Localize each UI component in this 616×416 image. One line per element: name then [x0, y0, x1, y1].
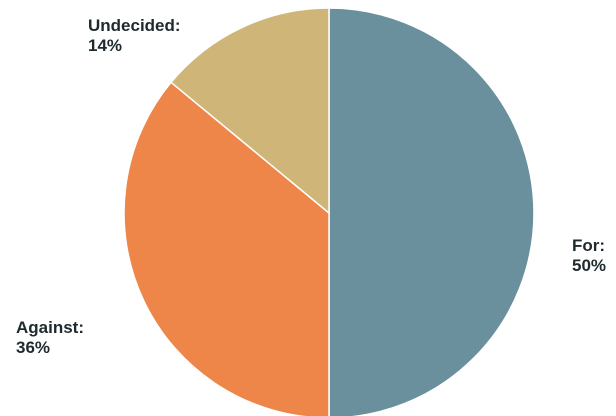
- against-label-percent: 36%: [16, 338, 51, 357]
- against-label-name: Against:: [16, 318, 84, 337]
- undecided-label-name: Undecided:: [88, 16, 181, 35]
- undecided-label-percent: 14%: [88, 36, 123, 55]
- pie-slice-for: [328, 7, 535, 416]
- for-label-name: For:: [572, 236, 606, 255]
- against-label: Against: 36%: [16, 318, 84, 358]
- pie-slice-undecided: [169, 7, 330, 215]
- undecided-label: Undecided: 14%: [88, 16, 181, 56]
- for-label: For: 50%: [572, 236, 606, 276]
- pie-slice-against: [123, 81, 330, 416]
- for-label-percent: 50%: [572, 256, 607, 275]
